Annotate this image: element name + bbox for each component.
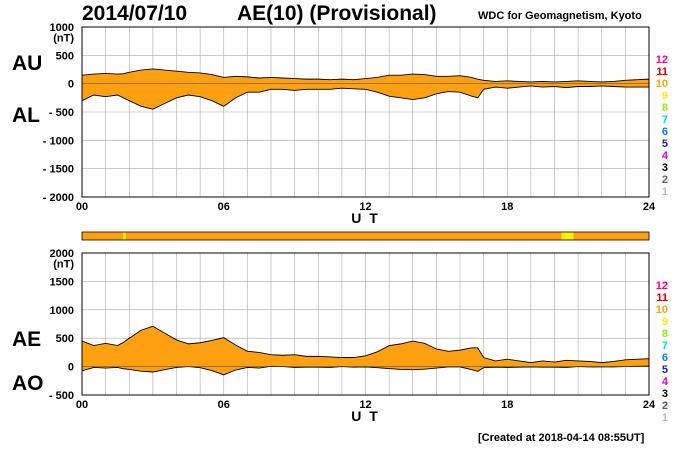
legend-level-5: 5 bbox=[662, 364, 668, 376]
y-tick-label: 1000 bbox=[50, 22, 74, 34]
y-tick-label: 500 bbox=[56, 333, 74, 345]
y-tick-label: 1500 bbox=[50, 276, 74, 288]
y-tick-label: - 1000 bbox=[43, 135, 74, 147]
station-bar-segment bbox=[561, 232, 574, 240]
x-tick-label: 18 bbox=[501, 201, 513, 213]
station-bar-segment bbox=[82, 232, 124, 240]
legend-level-12: 12 bbox=[656, 280, 668, 292]
y-unit-label: (nT) bbox=[53, 32, 74, 44]
legend-level-6: 6 bbox=[662, 352, 668, 364]
series-label-al: AL bbox=[12, 104, 40, 127]
y-tick-label: - 2000 bbox=[43, 192, 74, 204]
series-label-au: AU bbox=[12, 52, 42, 75]
x-tick-label: 12 bbox=[359, 399, 371, 411]
y-tick-label: 0 bbox=[68, 79, 74, 91]
series-line-ae bbox=[81, 325, 650, 364]
y-tick-label: - 500 bbox=[49, 107, 74, 119]
legend-level-12: 12 bbox=[656, 54, 668, 66]
x-tick-label: 06 bbox=[218, 399, 230, 411]
y-unit-label: (nT) bbox=[53, 258, 74, 270]
y-tick-label: - 1500 bbox=[43, 164, 74, 176]
plot-frame bbox=[81, 26, 650, 198]
series-label-ae: AE bbox=[12, 328, 41, 351]
source-label: WDC for Geomagnetism, Kyoto bbox=[478, 10, 642, 22]
legend-level-4: 4 bbox=[662, 150, 669, 162]
x-axis-label: U T bbox=[351, 210, 380, 226]
station-bar-segment bbox=[573, 232, 649, 240]
legend-level-7: 7 bbox=[662, 340, 668, 352]
series-label-ao: AO bbox=[12, 372, 44, 395]
x-tick-label: 24 bbox=[643, 201, 656, 213]
legend-level-3: 3 bbox=[662, 162, 668, 174]
series-band-ae-ao bbox=[82, 326, 649, 375]
x-axis-label: U T bbox=[351, 408, 380, 424]
legend-level-1: 1 bbox=[662, 412, 668, 424]
x-tick-label: 18 bbox=[501, 399, 513, 411]
legend-level-8: 8 bbox=[662, 328, 668, 340]
index-title: AE(10) (Provisional) bbox=[237, 2, 437, 25]
legend-level-2: 2 bbox=[662, 174, 668, 186]
station-bar-segment bbox=[125, 232, 562, 240]
station-bar-segment bbox=[123, 232, 126, 240]
legend-level-7: 7 bbox=[662, 114, 668, 126]
legend-level-4: 4 bbox=[662, 376, 669, 388]
legend-level-9: 9 bbox=[662, 90, 668, 102]
x-tick-label: 00 bbox=[76, 399, 88, 411]
legend-level-11: 11 bbox=[656, 292, 668, 304]
created-timestamp: [Created at 2018-04-14 08:55UT] bbox=[478, 432, 645, 444]
x-tick-label: 24 bbox=[643, 399, 656, 411]
legend-level-8: 8 bbox=[662, 102, 668, 114]
x-tick-label: 00 bbox=[76, 201, 88, 213]
y-tick-label: 2000 bbox=[50, 248, 74, 260]
y-tick-label: 0 bbox=[68, 362, 74, 374]
date-title: 2014/07/10 bbox=[82, 2, 188, 25]
legend-level-11: 11 bbox=[656, 66, 668, 78]
plot-frame bbox=[81, 252, 650, 396]
legend-level-10: 10 bbox=[656, 304, 668, 316]
x-tick-label: 06 bbox=[218, 201, 230, 213]
legend-level-2: 2 bbox=[662, 400, 668, 412]
x-tick-label: 12 bbox=[359, 201, 371, 213]
series-line-al bbox=[81, 85, 649, 110]
station-bar-frame bbox=[81, 231, 650, 241]
series-line-au bbox=[81, 68, 650, 83]
legend-level-9: 9 bbox=[662, 316, 668, 328]
y-tick-label: 500 bbox=[56, 50, 74, 62]
legend-level-5: 5 bbox=[662, 138, 668, 150]
legend-level-3: 3 bbox=[662, 388, 668, 400]
y-tick-label: 1000 bbox=[50, 305, 74, 317]
legend-level-1: 1 bbox=[662, 186, 668, 198]
legend-level-10: 10 bbox=[656, 78, 668, 90]
y-tick-label: - 500 bbox=[49, 390, 74, 402]
legend-level-6: 6 bbox=[662, 126, 668, 138]
